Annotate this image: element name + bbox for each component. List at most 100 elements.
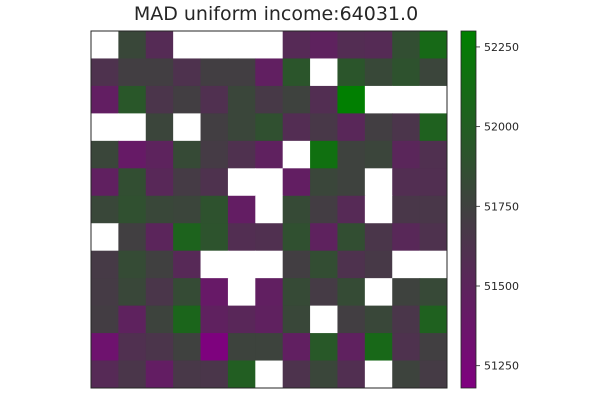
heatmap-cell (91, 168, 119, 197)
heatmap-cell (118, 168, 147, 197)
heatmap-cell (419, 140, 448, 169)
heatmap-cell (392, 360, 421, 389)
heatmap-cell (282, 278, 311, 307)
heatmap-cell (310, 58, 338, 87)
heatmap-cell (392, 31, 421, 59)
heatmap-cell (200, 85, 229, 114)
heatmap-cell (364, 305, 393, 334)
heatmap-cell (227, 168, 256, 197)
heatmap-cell (173, 360, 202, 389)
heatmap-cell (227, 360, 256, 389)
heatmap-cell (91, 223, 119, 252)
heatmap-cell (282, 113, 311, 142)
heatmap-cell (227, 31, 256, 59)
heatmap-cell (310, 140, 338, 169)
colorbar (461, 31, 476, 388)
colorbar-tick-label: 51750 (484, 200, 519, 213)
colorbar-tick-label: 52000 (484, 121, 519, 134)
heatmap-cell (282, 85, 311, 114)
heatmap-cell (364, 140, 393, 169)
heatmap-cell (419, 58, 448, 87)
heatmap-cell (173, 223, 202, 252)
heatmap-cell (227, 140, 256, 169)
heatmap-cell (419, 195, 448, 224)
heatmap-cell (419, 333, 448, 362)
heatmap-cell (364, 58, 393, 87)
heatmap-cell (337, 250, 366, 279)
heatmap-cell (337, 140, 366, 169)
heatmap-cell (392, 85, 421, 114)
heatmap-cell (173, 31, 202, 59)
heatmap-cell (255, 360, 284, 389)
heatmap-cell (91, 85, 119, 114)
heatmap-cell (200, 58, 229, 87)
heatmap-cell (227, 85, 256, 114)
heatmap-cell (419, 168, 448, 197)
heatmap-cell (91, 278, 119, 307)
heatmap-cell (91, 58, 119, 87)
heatmap-cell (173, 278, 202, 307)
colorbar-ticks: 51250 51500 51750 52000 52250 (476, 41, 519, 373)
heatmap-cell (200, 195, 229, 224)
heatmap-cell (282, 195, 311, 224)
heatmap-cell (173, 113, 202, 142)
heatmap-cell (173, 305, 202, 334)
heatmap-cell (255, 113, 284, 142)
heatmap-cell (173, 140, 202, 169)
heatmap-cell (392, 195, 421, 224)
heatmap-cell (118, 360, 147, 389)
heatmap-cell (310, 85, 338, 114)
heatmap-cell (337, 58, 366, 87)
heatmap-cell (282, 140, 311, 169)
heatmap-cell (200, 250, 229, 279)
heatmap-cell (310, 113, 338, 142)
heatmap-cell (118, 305, 147, 334)
heatmap-cell (310, 223, 338, 252)
heatmap-cell (145, 360, 174, 389)
heatmap-cell (364, 31, 393, 59)
heatmap-cell (145, 85, 174, 114)
heatmap-cell (337, 85, 366, 114)
heatmap-cell (310, 278, 338, 307)
heatmap-cell (364, 85, 393, 114)
heatmap-cell (227, 195, 256, 224)
heatmap-cell (392, 278, 421, 307)
colorbar-frame (460, 30, 477, 389)
heatmap-cell (282, 305, 311, 334)
heatmap-cell (145, 31, 174, 59)
heatmap-cell (200, 278, 229, 307)
heatmap-cell (310, 305, 338, 334)
heatmap-cell (145, 333, 174, 362)
heatmap-cell (255, 140, 284, 169)
heatmap-cell (255, 168, 284, 197)
heatmap-cell (364, 195, 393, 224)
heatmap-cell (255, 223, 284, 252)
heatmap-cell (173, 168, 202, 197)
heatmap-cell (392, 223, 421, 252)
heatmap-cell (310, 168, 338, 197)
heatmap-cell (364, 113, 393, 142)
heatmap-cell (392, 113, 421, 142)
heatmap-cell (310, 360, 338, 389)
heatmap-cell (227, 333, 256, 362)
heatmap-cell (419, 360, 448, 389)
heatmap-cell (91, 113, 119, 142)
heatmap-cell (91, 333, 119, 362)
heatmap-cell (337, 333, 366, 362)
heatmap-cell (337, 168, 366, 197)
heatmap-cell (310, 31, 338, 59)
heatmap-cell (419, 113, 448, 142)
heatmap-cell (118, 113, 147, 142)
heatmap-cell (91, 140, 119, 169)
heatmap-cell (419, 305, 448, 334)
heatmap-cell (173, 85, 202, 114)
heatmap-cell (200, 333, 229, 362)
heatmap-cell (337, 113, 366, 142)
heatmap-cell (364, 360, 393, 389)
heatmap-cell (282, 168, 311, 197)
heatmap-cell (145, 140, 174, 169)
heatmap-cell (419, 250, 448, 279)
heatmap-cell (337, 360, 366, 389)
heatmap-cell (173, 195, 202, 224)
heatmap-cell (282, 333, 311, 362)
